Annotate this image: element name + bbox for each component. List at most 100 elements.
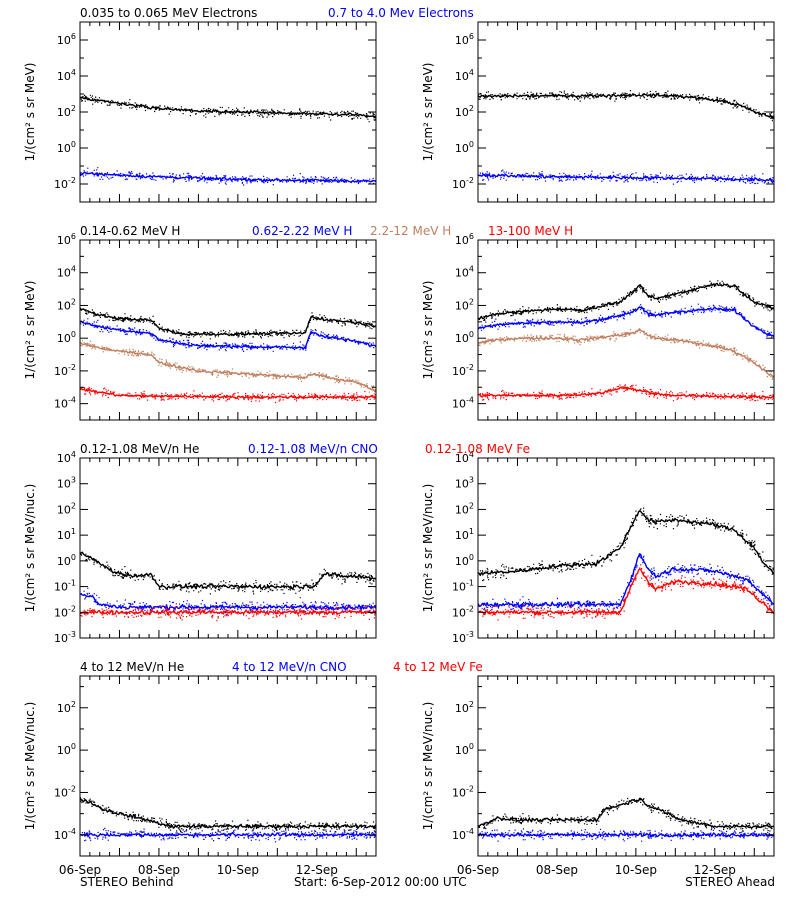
x-tick-label: 12-Sep (694, 863, 736, 877)
y-axis-label: 1/(cm² s sr MeV) (23, 281, 37, 380)
data-series-line (478, 832, 774, 838)
plot-frame (477, 239, 775, 421)
x-tick-label: 10-Sep (615, 863, 657, 877)
chart-panel-row4-ahead: 10-4 10-2 100 102 1/(cm² s sr MeV/nuc.) 06-Se… (421, 675, 775, 877)
legend-entry: 0.7 to 4.0 Mev Electrons (328, 6, 474, 20)
y-axis-label: 1/(cm² s sr MeV/nuc.) (23, 484, 37, 613)
y-tick-label: 100 (57, 140, 76, 155)
chart-panel-row1-ahead: 10-2 100 102 104 106 1/(cm² s sr MeV) (421, 21, 775, 203)
y-tick-label: 10-4 (54, 827, 76, 842)
x-tick-label: 08-Sep (536, 863, 578, 877)
y-tick-label: 10-2 (54, 176, 76, 191)
data-series-line (478, 173, 774, 183)
data-series-line (478, 282, 774, 320)
y-tick-label: 100 (455, 742, 474, 757)
panel-data (80, 797, 376, 843)
data-series-points (478, 553, 774, 613)
data-series-points (81, 826, 376, 843)
y-tick-label: 102 (57, 501, 76, 516)
y-tick-label: 10-3 (54, 630, 76, 645)
y-tick-label: 101 (57, 527, 76, 542)
x-tick-label: 06-Sep (59, 863, 101, 877)
y-tick-label: 102 (455, 700, 474, 715)
data-series-line (478, 553, 774, 608)
legend-entry: 4 to 12 MeV Fe (393, 660, 483, 674)
y-axis-label: 1/(cm² s sr MeV/nuc.) (421, 484, 435, 613)
y-tick-label: 102 (57, 700, 76, 715)
data-series-line (80, 797, 376, 830)
y-tick-label: 104 (455, 68, 474, 83)
legend-entry: 4 to 12 MeV/n He (80, 660, 184, 674)
data-series-line (80, 308, 376, 337)
legend-entry: 2.2-12 MeV H (370, 224, 451, 238)
data-series-line (478, 386, 774, 400)
y-tick-label: 104 (455, 450, 474, 465)
chart-panel-row2-ahead: 10-4 10-2 100 102 104 106 1/(cm² s sr MeV) (421, 232, 775, 421)
y-tick-label: 102 (455, 501, 474, 516)
y-tick-label: 10-2 (54, 604, 76, 619)
y-tick-label: 106 (57, 232, 76, 247)
y-tick-label: 10-2 (452, 604, 474, 619)
data-series-points (478, 564, 773, 621)
y-tick-label: 100 (455, 140, 474, 155)
panel-data (478, 507, 774, 621)
data-series-line (478, 797, 774, 829)
y-tick-label: 100 (57, 330, 76, 345)
y-tick-label: 10-2 (452, 176, 474, 191)
y-tick-label: 10-1 (452, 579, 474, 594)
y-tick-label: 104 (57, 450, 76, 465)
y-axis-label: 1/(cm² s sr MeV) (421, 63, 435, 162)
legend-entry: 0.62-2.22 MeV H (252, 224, 352, 238)
data-series-points (479, 169, 774, 185)
legend-entry: 0.12-1.08 MeV/n He (80, 442, 199, 456)
y-tick-label: 104 (57, 68, 76, 83)
y-tick-label: 100 (57, 742, 76, 757)
y-tick-label: 103 (455, 476, 474, 491)
y-tick-label: 102 (455, 297, 474, 312)
y-tick-label: 104 (455, 265, 474, 280)
y-tick-label: 10-3 (452, 630, 474, 645)
y-tick-label: 10-2 (452, 363, 474, 378)
data-series-points (80, 587, 375, 616)
data-series-points (81, 386, 376, 404)
panel-data (478, 797, 774, 842)
panels-layer: 10-2 100 102 104 106 1/(cm² s sr MeV) 10-2 100 1… (23, 21, 775, 877)
data-series-line (80, 832, 376, 838)
x-tick-label: 06-Sep (457, 863, 499, 877)
y-tick-label: 103 (57, 476, 76, 491)
data-series-points (478, 303, 773, 338)
chart-panel-row4-behind: 10-4 10-2 100 102 1/(cm² s sr MeV/nuc.) 06-Se… (23, 675, 377, 877)
y-tick-label: 10-4 (54, 396, 76, 411)
data-series-points (478, 826, 773, 842)
data-series-line (80, 551, 376, 590)
x-tick-label: 08-Sep (138, 863, 180, 877)
y-tick-label: 100 (57, 553, 76, 568)
data-series-line (478, 510, 774, 577)
legend-layer: 0.035 to 0.065 MeV Electrons 0.7 to 4.0 M… (80, 6, 573, 674)
y-tick-label: 10-4 (452, 396, 474, 411)
data-series-points (478, 797, 774, 834)
legend-entry: 0.12-1.08 MeV/n CNO (248, 442, 378, 456)
y-tick-label: 106 (455, 32, 474, 47)
data-series-points (80, 340, 376, 394)
data-series-points (80, 94, 376, 123)
data-series-points (479, 507, 774, 582)
legend-entry: 0.12-1.08 MeV Fe (425, 442, 530, 456)
y-tick-label: 106 (57, 32, 76, 47)
y-tick-label: 102 (57, 297, 76, 312)
chart-panel-row3-ahead: 10-3 10-2 10-1 100 101 102 103 104 1/(cm² s sr M… (421, 450, 775, 645)
y-axis-label: 1/(cm² s sr MeV) (23, 63, 37, 162)
data-series-points (80, 797, 376, 834)
data-series-points (478, 280, 774, 321)
data-series-points (478, 90, 774, 122)
data-series-points (80, 552, 376, 595)
data-series-points (80, 307, 376, 340)
y-tick-label: 100 (455, 553, 474, 568)
y-axis-label: 1/(cm² s sr MeV) (421, 281, 435, 380)
y-tick-label: 10-2 (54, 784, 76, 799)
legend-entry: 0.14-0.62 MeV H (80, 224, 180, 238)
y-tick-label: 102 (57, 104, 76, 119)
legend-entry: 4 to 12 MeV/n CNO (232, 660, 347, 674)
footer-left: STEREO Behind (80, 875, 174, 889)
legend-entry: 13-100 MeV H (488, 224, 573, 238)
